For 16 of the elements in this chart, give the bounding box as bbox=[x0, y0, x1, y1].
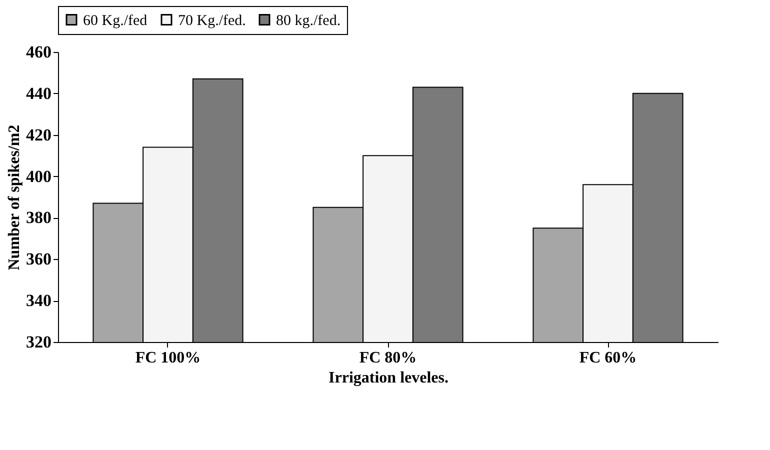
x-tick-label: FC 60% bbox=[579, 350, 637, 366]
x-axis-title: Irrigation leveles. bbox=[328, 370, 448, 386]
x-tick-label: FC 100% bbox=[135, 350, 201, 366]
y-tick-label: 340 bbox=[26, 291, 52, 310]
y-tick-label: 440 bbox=[26, 84, 52, 103]
y-tick-label: 360 bbox=[26, 250, 52, 269]
y-tick-label: 320 bbox=[26, 332, 52, 352]
y-axis-title: Number of spikes/m2 bbox=[6, 124, 23, 270]
legend-label: 80 kg./fed. bbox=[276, 12, 341, 29]
y-tick-label: 380 bbox=[26, 208, 52, 228]
legend-label: 60 Kg./fed bbox=[83, 12, 148, 29]
y-tick-label: 460 bbox=[26, 42, 52, 62]
x-tick-label: FC 80% bbox=[359, 350, 417, 366]
y-tick-label: 420 bbox=[26, 125, 52, 144]
y-tick-label: 400 bbox=[26, 166, 52, 186]
legend-label: 70 Kg./fed. bbox=[178, 12, 246, 29]
